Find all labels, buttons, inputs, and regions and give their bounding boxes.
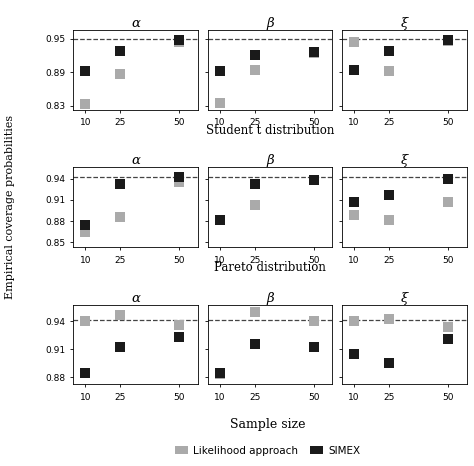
Title: β: β [266, 155, 274, 167]
Point [251, 308, 259, 316]
Point [310, 177, 318, 184]
Point [216, 99, 223, 107]
Point [444, 36, 452, 43]
Text: Empirical coverage probabilities: Empirical coverage probabilities [5, 115, 16, 300]
Point [350, 212, 358, 219]
Point [82, 229, 89, 236]
Point [385, 48, 393, 55]
Point [117, 47, 124, 55]
Title: β: β [266, 17, 274, 30]
Legend: Likelihood approach, SIMEX: Likelihood approach, SIMEX [171, 441, 365, 460]
Title: ξ: ξ [401, 292, 408, 305]
Point [117, 311, 124, 319]
Point [310, 49, 318, 56]
Point [350, 350, 358, 357]
Point [216, 370, 223, 377]
Point [350, 38, 358, 46]
Point [251, 51, 259, 59]
Point [350, 199, 358, 206]
Point [175, 38, 183, 46]
Point [175, 333, 183, 341]
Text: Sample size: Sample size [230, 418, 306, 431]
Point [444, 323, 452, 331]
Point [216, 216, 223, 224]
Title: α: α [131, 17, 140, 30]
Point [385, 191, 393, 199]
Point [310, 48, 318, 56]
Point [251, 181, 259, 188]
Point [444, 335, 452, 343]
Title: α: α [131, 155, 140, 167]
Point [117, 343, 124, 351]
Point [117, 71, 124, 78]
Title: ξ: ξ [401, 17, 408, 30]
Text: Pareto distribution: Pareto distribution [214, 261, 326, 274]
Title: ξ: ξ [401, 155, 408, 167]
Point [117, 213, 124, 220]
Point [310, 318, 318, 325]
Point [350, 67, 358, 74]
Title: β: β [266, 292, 274, 305]
Point [251, 340, 259, 347]
Point [385, 67, 393, 75]
Point [175, 178, 183, 186]
Title: α: α [131, 292, 140, 305]
Point [385, 359, 393, 367]
Point [385, 216, 393, 224]
Point [350, 318, 358, 325]
Text: Student t distribution: Student t distribution [206, 124, 334, 137]
Point [251, 201, 259, 209]
Point [385, 315, 393, 322]
Point [216, 370, 223, 378]
Point [444, 175, 452, 183]
Point [175, 174, 183, 181]
Point [444, 199, 452, 206]
Point [175, 322, 183, 329]
Point [82, 370, 89, 377]
Point [216, 216, 223, 224]
Point [216, 67, 223, 75]
Point [444, 38, 452, 45]
Point [251, 67, 259, 74]
Point [117, 180, 124, 187]
Point [310, 177, 318, 184]
Point [82, 100, 89, 108]
Point [82, 222, 89, 229]
Point [175, 36, 183, 43]
Point [310, 343, 318, 351]
Point [82, 67, 89, 75]
Point [82, 318, 89, 325]
